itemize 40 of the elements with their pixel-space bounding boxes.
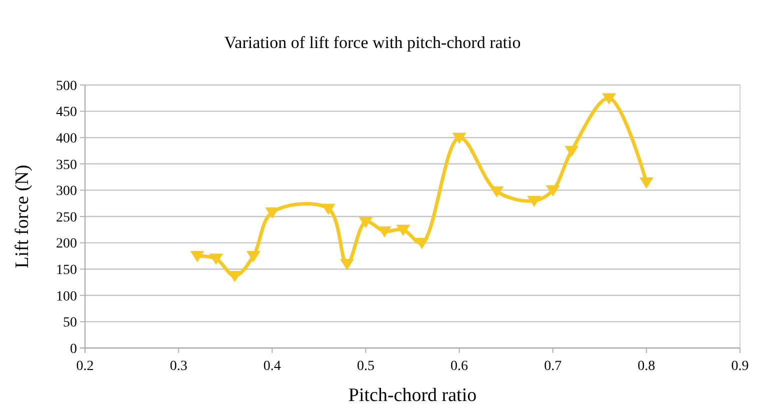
y-axis-title: Lift force (N) [12, 164, 33, 268]
x-tick-label: 0.5 [356, 359, 374, 374]
point [564, 146, 579, 158]
point [209, 254, 223, 265]
y-tick-label: 200 [56, 236, 77, 252]
x-tick-label: 0.4 [263, 359, 281, 374]
y-tick-label: 150 [56, 263, 77, 278]
point [546, 185, 560, 196]
point [490, 186, 504, 198]
point [527, 196, 542, 208]
point [377, 226, 392, 238]
y-tick-label: 0 [70, 342, 77, 357]
x-tick-label: 0.7 [544, 359, 562, 374]
point [265, 207, 280, 219]
point [246, 251, 260, 262]
point [228, 271, 242, 282]
point [602, 93, 616, 104]
y-tick-label: 50 [63, 316, 77, 331]
point [396, 224, 410, 236]
point [340, 258, 354, 270]
x-axis-title: Pitch-chord ratio [348, 385, 477, 406]
y-tick-label: 400 [56, 132, 77, 146]
y-tick-label: 500 [56, 78, 77, 94]
y-tick-label: 100 [56, 289, 77, 304]
y-tick-label: 300 [56, 184, 77, 200]
x-tick-label: 0.2 [76, 359, 94, 374]
y-tick-label: 250 [56, 210, 77, 226]
x-tick-label: 0.3 [170, 359, 188, 374]
point [639, 177, 654, 189]
point [190, 251, 204, 262]
x-tick-label: 0.8 [638, 359, 656, 374]
y-tick-label: 450 [56, 105, 77, 120]
point [358, 216, 373, 228]
x-tick-label: 0.6 [450, 359, 468, 374]
y-tick-label: 350 [56, 158, 77, 173]
chart-title: Variation of lift force with pitch-chord ratio [224, 33, 521, 52]
point [452, 132, 466, 144]
x-tick-label: 0.9 [731, 359, 749, 374]
point [321, 204, 336, 215]
point [414, 238, 429, 250]
